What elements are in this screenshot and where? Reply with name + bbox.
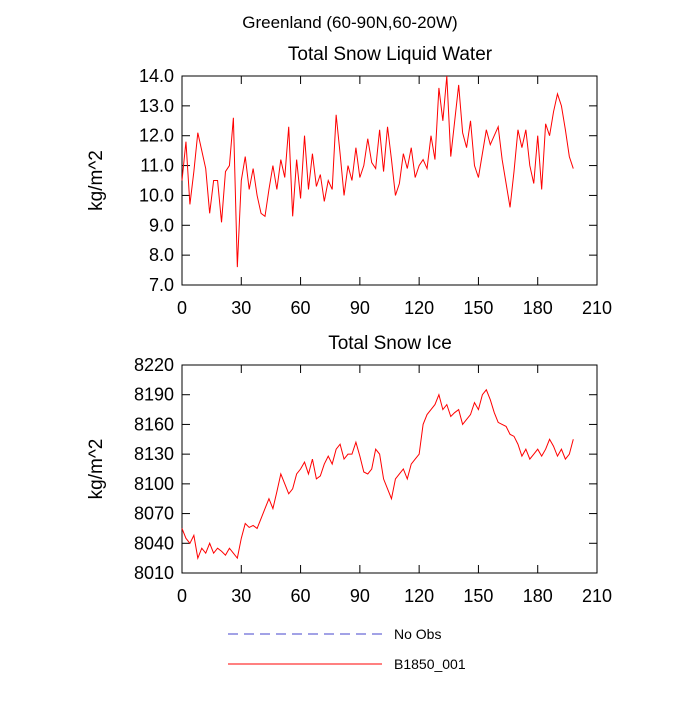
- y-tick-label: 13.0: [139, 96, 174, 116]
- y-tick-label: 8220: [134, 355, 174, 375]
- x-tick-label: 0: [177, 298, 187, 318]
- x-tick-label: 30: [231, 298, 251, 318]
- x-tick-label: 30: [231, 586, 251, 606]
- y-tick-label: 12.0: [139, 126, 174, 146]
- y-tick-label: 14.0: [139, 66, 174, 86]
- y-tick-label: 8100: [134, 474, 174, 494]
- x-tick-label: 0: [177, 586, 187, 606]
- x-tick-label: 150: [463, 586, 493, 606]
- legend-label: B1850_001: [394, 656, 466, 672]
- y-tick-label: 11.0: [140, 156, 174, 176]
- y-tick-label: 8160: [134, 414, 174, 434]
- y-tick-label: 9.0: [149, 215, 174, 235]
- x-tick-label: 60: [291, 586, 311, 606]
- x-tick-label: 120: [404, 298, 434, 318]
- x-tick-label: 210: [582, 298, 612, 318]
- y-tick-label: 8130: [134, 444, 174, 464]
- chart-title: Total Snow Liquid Water: [288, 44, 493, 65]
- x-tick-label: 180: [523, 586, 553, 606]
- x-tick-label: 60: [291, 298, 311, 318]
- y-tick-label: 8040: [134, 533, 174, 553]
- chart-title: Total Snow Ice: [328, 333, 452, 354]
- x-tick-label: 210: [582, 586, 612, 606]
- plot-frame: [181, 75, 598, 286]
- x-tick-label: 120: [404, 586, 434, 606]
- y-tick-label: 8190: [134, 385, 174, 405]
- data-line: [181, 75, 574, 268]
- page-title: Greenland (60-90N,60-20W): [242, 13, 457, 32]
- y-tick-label: 8.0: [149, 245, 174, 265]
- x-tick-label: 90: [350, 298, 370, 318]
- legend-label: No Obs: [394, 626, 441, 642]
- y-tick-label: 10.0: [139, 185, 174, 205]
- x-tick-label: 90: [350, 586, 370, 606]
- y-tick-label: 7.0: [149, 275, 174, 295]
- plot-frame: [181, 364, 598, 574]
- y-tick-label: 8010: [134, 563, 174, 583]
- y-axis-label: kg/m^2: [86, 439, 107, 500]
- x-tick-label: 150: [463, 298, 493, 318]
- y-axis-label: kg/m^2: [86, 150, 107, 211]
- x-tick-label: 180: [523, 298, 553, 318]
- y-tick-label: 8070: [134, 504, 174, 524]
- data-line: [181, 388, 574, 560]
